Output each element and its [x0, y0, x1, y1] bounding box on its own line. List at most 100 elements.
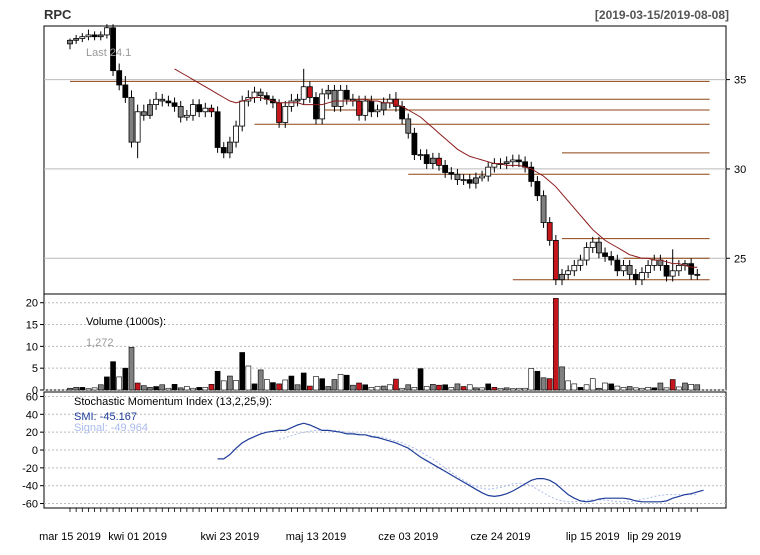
- candle-body: [565, 270, 572, 275]
- candle-body: [448, 172, 455, 175]
- volume-bar: [645, 387, 651, 391]
- candle-body: [331, 89, 338, 107]
- candle-body: [257, 91, 264, 97]
- candle-body: [313, 97, 319, 120]
- candle-body: [479, 175, 485, 179]
- candle-body: [460, 179, 467, 182]
- volume-bar: [233, 380, 239, 391]
- volume-bar: [454, 383, 461, 391]
- x-axis: mar 15 2019 kwi 01 2019 kwi 23 2019 maj 13 …: [39, 508, 698, 543]
- volume-bar: [300, 372, 307, 391]
- volume-bar: [97, 384, 104, 391]
- volume-bar: [405, 384, 412, 391]
- candle-body: [393, 98, 399, 107]
- smi-tick-label: 40: [26, 409, 38, 421]
- volume-bar: [577, 387, 584, 391]
- candle-body: [147, 104, 153, 116]
- x-tick-label: cze 03 2019: [378, 531, 438, 543]
- candle-body: [639, 272, 645, 281]
- volume-bar: [571, 383, 578, 391]
- volume-bar: [85, 388, 92, 391]
- candle-body: [374, 109, 381, 113]
- smi-label: Stochastic Momentum Index (13,2,25,9):: [74, 396, 272, 408]
- candle-body: [620, 265, 627, 272]
- candle-body: [233, 125, 239, 143]
- volume-bar: [608, 383, 615, 391]
- candle-body: [472, 177, 479, 184]
- candle-body: [405, 118, 412, 134]
- volume-bar: [165, 387, 172, 391]
- volume-bar: [657, 382, 664, 391]
- candle-body: [688, 263, 695, 275]
- volume-label: Volume (1000s):: [86, 316, 166, 328]
- volume-bar: [559, 366, 565, 391]
- candle-body: [399, 106, 406, 120]
- candle-body: [645, 265, 651, 273]
- x-tick-label: kwi 23 2019: [201, 531, 260, 543]
- candle-body: [325, 89, 332, 95]
- candle-body: [589, 241, 596, 248]
- candle-body: [675, 265, 682, 272]
- candle-body: [116, 70, 123, 86]
- volume-bar: [184, 386, 190, 391]
- candle-body: [153, 98, 160, 106]
- candle-body: [67, 39, 73, 45]
- candle-body: [552, 239, 559, 281]
- signal-line: [278, 429, 698, 503]
- volume-bar: [393, 378, 399, 391]
- volume-bar: [417, 368, 424, 391]
- candle-body: [337, 89, 344, 107]
- candle-body: [306, 86, 313, 98]
- candle-body: [134, 111, 141, 143]
- smi-tick-label: 20: [26, 427, 38, 439]
- volume-bar: [356, 382, 362, 391]
- volume-bar: [104, 376, 110, 391]
- volume-bar: [663, 387, 670, 391]
- x-tick-label: lip 15 2019: [566, 531, 620, 543]
- candle-body: [614, 259, 621, 272]
- price-frame: [43, 25, 727, 295]
- volume-bar: [91, 387, 98, 391]
- volume-bar: [276, 383, 282, 391]
- candle-body: [183, 114, 190, 118]
- volume-bar: [270, 382, 276, 391]
- volume-bar: [546, 378, 553, 391]
- candle-body: [583, 247, 590, 261]
- date-range: [2019-03-15/2019-08-08]: [595, 8, 729, 22]
- volume-bar: [448, 387, 455, 391]
- candle-body: [669, 270, 676, 277]
- candle-body: [411, 132, 418, 156]
- candle-body: [276, 102, 283, 123]
- volume-bar: [589, 378, 596, 391]
- candle-body: [226, 141, 233, 154]
- candle-body: [362, 100, 369, 116]
- candle-body: [171, 102, 178, 107]
- volume-bar: [73, 387, 79, 391]
- candle-body: [356, 100, 362, 116]
- smi-panel: -60 -40 -20 0 20 40 60: [22, 391, 727, 511]
- candle-body: [85, 34, 92, 38]
- volume-bar: [134, 382, 141, 391]
- volume-bar: [460, 386, 467, 391]
- volume-bar: [294, 384, 301, 391]
- volume-bar: [509, 388, 516, 391]
- volume-bar: [220, 380, 227, 391]
- moving-average-line: [174, 68, 698, 268]
- volume-bar: [442, 384, 448, 391]
- candle-body: [165, 100, 172, 104]
- candle-body: [509, 159, 516, 163]
- volume-bar: [79, 387, 86, 391]
- candle-body: [608, 256, 615, 261]
- volume-bar: [374, 386, 381, 391]
- volume-bar: [313, 376, 319, 391]
- smi-tick-label: -20: [22, 463, 38, 475]
- candle-body: [429, 157, 436, 164]
- x-tick-label: maj 13 2019: [286, 531, 347, 543]
- smi-tick-label: 0: [32, 445, 38, 457]
- chart-title: RPC: [44, 7, 72, 22]
- volume-bar: [491, 387, 498, 391]
- candle-body: [251, 91, 258, 98]
- candle-body: [294, 98, 301, 102]
- volume-bar: [288, 375, 295, 391]
